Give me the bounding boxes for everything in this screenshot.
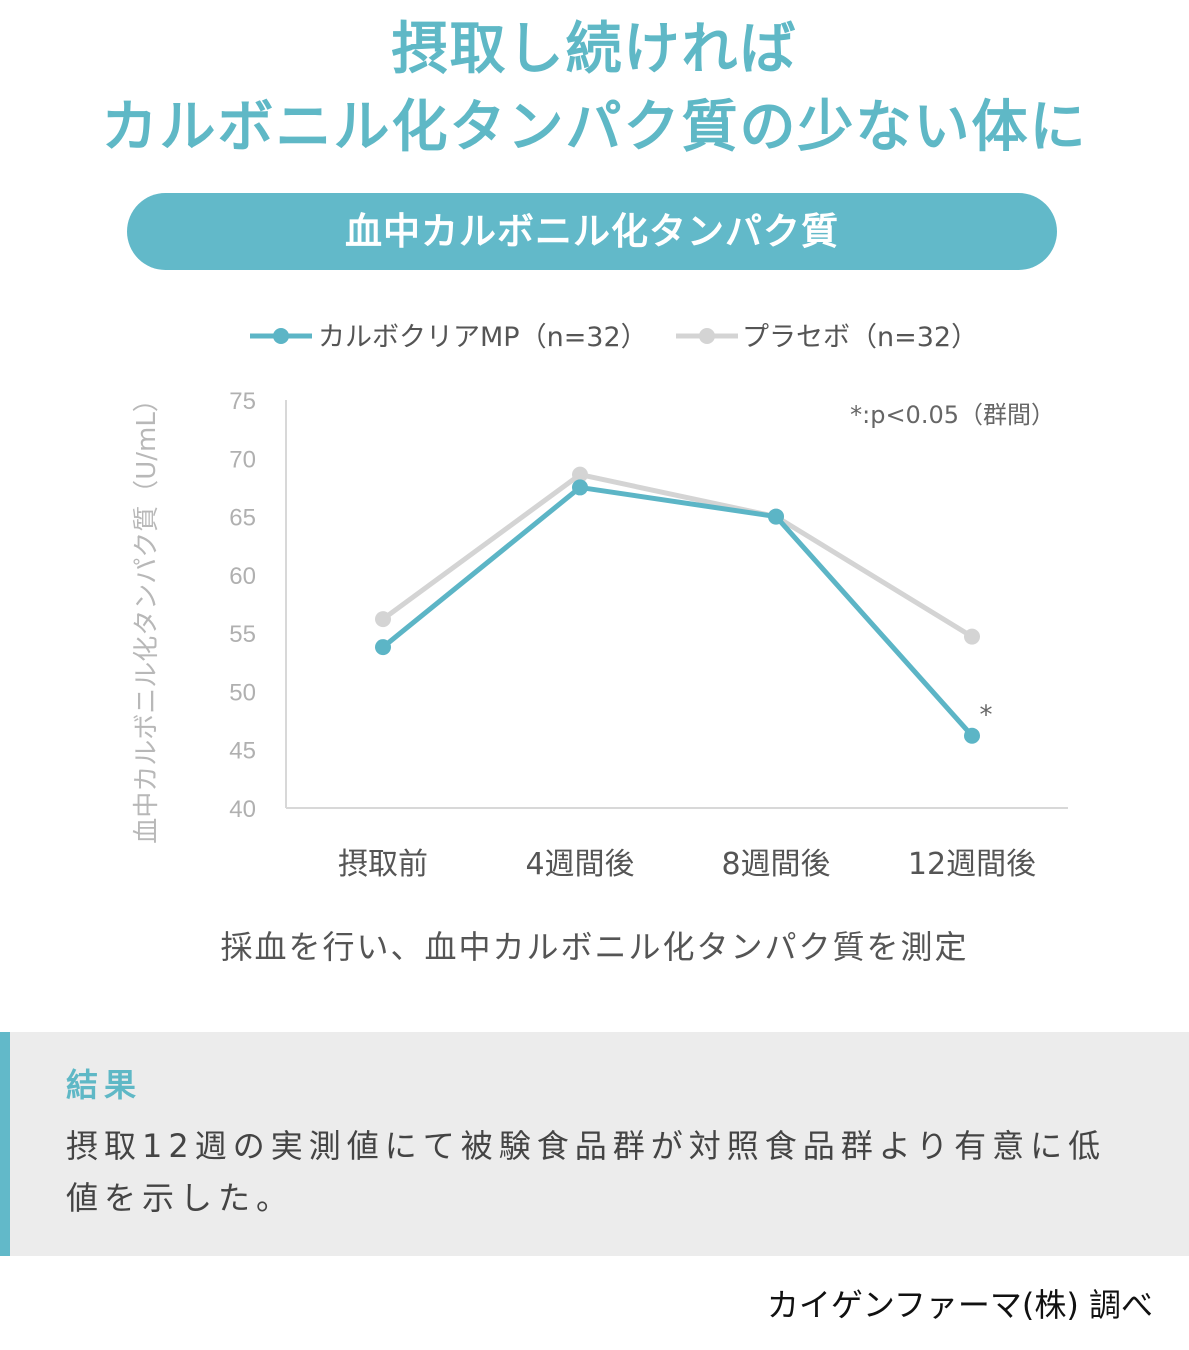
- y-tick-label: 55: [229, 621, 256, 648]
- series-line-0: [381, 484, 974, 738]
- y-tick-label: 65: [229, 505, 256, 532]
- headline-line-2: カルボニル化タンパク質の少ない体に: [101, 95, 1088, 160]
- x-tick-label: 12週間後: [908, 847, 1036, 882]
- legend-label-1: プラセボ（n=32）: [742, 322, 978, 353]
- data-point-0: [768, 508, 784, 525]
- data-point-0: [572, 479, 588, 496]
- data-point-1: [375, 611, 391, 628]
- significance-marker: *: [980, 701, 993, 731]
- x-tick-label: 8週間後: [721, 847, 830, 882]
- y-tick-label: 45: [229, 738, 256, 765]
- source-credit: カイゲンファーマ(株) 調べ: [766, 1286, 1153, 1324]
- x-tick-label: 4週間後: [525, 847, 634, 882]
- legend-swatch-marker-1: [699, 328, 715, 344]
- y-tick-label: 50: [229, 679, 256, 706]
- result-box: 結果 摂取12週の実測値にて被験食品群が対照食品群より有意に低値を示した。: [0, 1032, 1189, 1256]
- series-line-1: [381, 472, 974, 639]
- result-title: 結果: [66, 1066, 143, 1104]
- data-point-1: [964, 628, 980, 645]
- data-point-1: [572, 466, 588, 483]
- y-tick-label: 40: [229, 796, 256, 823]
- line-chart: 75 70 65 60 55 50 45 40 摂取前 4週間後 8週間後 12週間後 血中カルボニル化…: [110, 294, 1100, 914]
- y-axis-label: 血中カルボニル化タンパク質（U/mL）: [132, 386, 162, 844]
- y-tick-label: 70: [229, 446, 256, 473]
- headline-line-1: 摂取し続ければ: [391, 17, 798, 82]
- data-point-0: [375, 639, 391, 656]
- y-tick-label: 75: [229, 388, 256, 415]
- chart-background: [110, 294, 1100, 914]
- legend-swatch-marker-0: [273, 328, 289, 344]
- x-tick-label: 摂取前: [338, 847, 428, 882]
- legend-label-0: カルボクリアMP（n=32）: [318, 322, 648, 353]
- chart-caption: 採血を行い、血中カルボニル化タンパク質を測定: [220, 928, 969, 966]
- significance-note: *:p<0.05（群間）: [850, 401, 1055, 429]
- data-point-0: [964, 727, 980, 744]
- result-text: 摂取12週の実測値にて被験食品群が対照食品群より有意に低値を示した。: [66, 1127, 1107, 1217]
- result-accent-bar: [0, 1032, 10, 1256]
- section-title-pill: 血中カルボニル化タンパク質: [127, 193, 1057, 270]
- y-tick-label: 60: [229, 563, 256, 590]
